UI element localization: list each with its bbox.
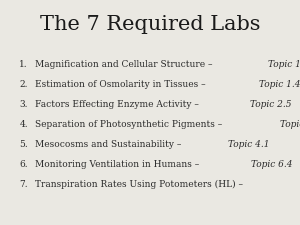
Text: 4.: 4. [20, 120, 28, 129]
Text: Transpiration Rates Using Potometers (HL) –: Transpiration Rates Using Potometers (HL… [35, 180, 246, 189]
Text: Topic 2.9: Topic 2.9 [280, 120, 300, 129]
Text: Topic 4.1: Topic 4.1 [228, 140, 269, 149]
Text: 5.: 5. [19, 140, 28, 149]
Text: 6.: 6. [20, 160, 28, 169]
Text: Magnification and Cellular Structure –: Magnification and Cellular Structure – [35, 60, 215, 69]
Text: The 7 Required Labs: The 7 Required Labs [40, 15, 260, 34]
Text: Topic 2.5: Topic 2.5 [250, 100, 292, 109]
Text: Topic 1.4: Topic 1.4 [259, 80, 300, 89]
Text: Separation of Photosynthetic Pigments –: Separation of Photosynthetic Pigments – [35, 120, 225, 129]
Text: Topic 1.1: Topic 1.1 [268, 60, 300, 69]
Text: 3.: 3. [20, 100, 28, 109]
Text: Monitoring Ventilation in Humans –: Monitoring Ventilation in Humans – [35, 160, 202, 169]
Text: Mesocosms and Sustainability –: Mesocosms and Sustainability – [35, 140, 184, 149]
Text: 7.: 7. [20, 180, 28, 189]
Text: Topic 6.4: Topic 6.4 [250, 160, 292, 169]
Text: 1.: 1. [20, 60, 28, 69]
Text: Factors Effecting Enzyme Activity –: Factors Effecting Enzyme Activity – [35, 100, 202, 109]
Text: 2.: 2. [20, 80, 28, 89]
Text: Estimation of Osmolarity in Tissues –: Estimation of Osmolarity in Tissues – [35, 80, 208, 89]
